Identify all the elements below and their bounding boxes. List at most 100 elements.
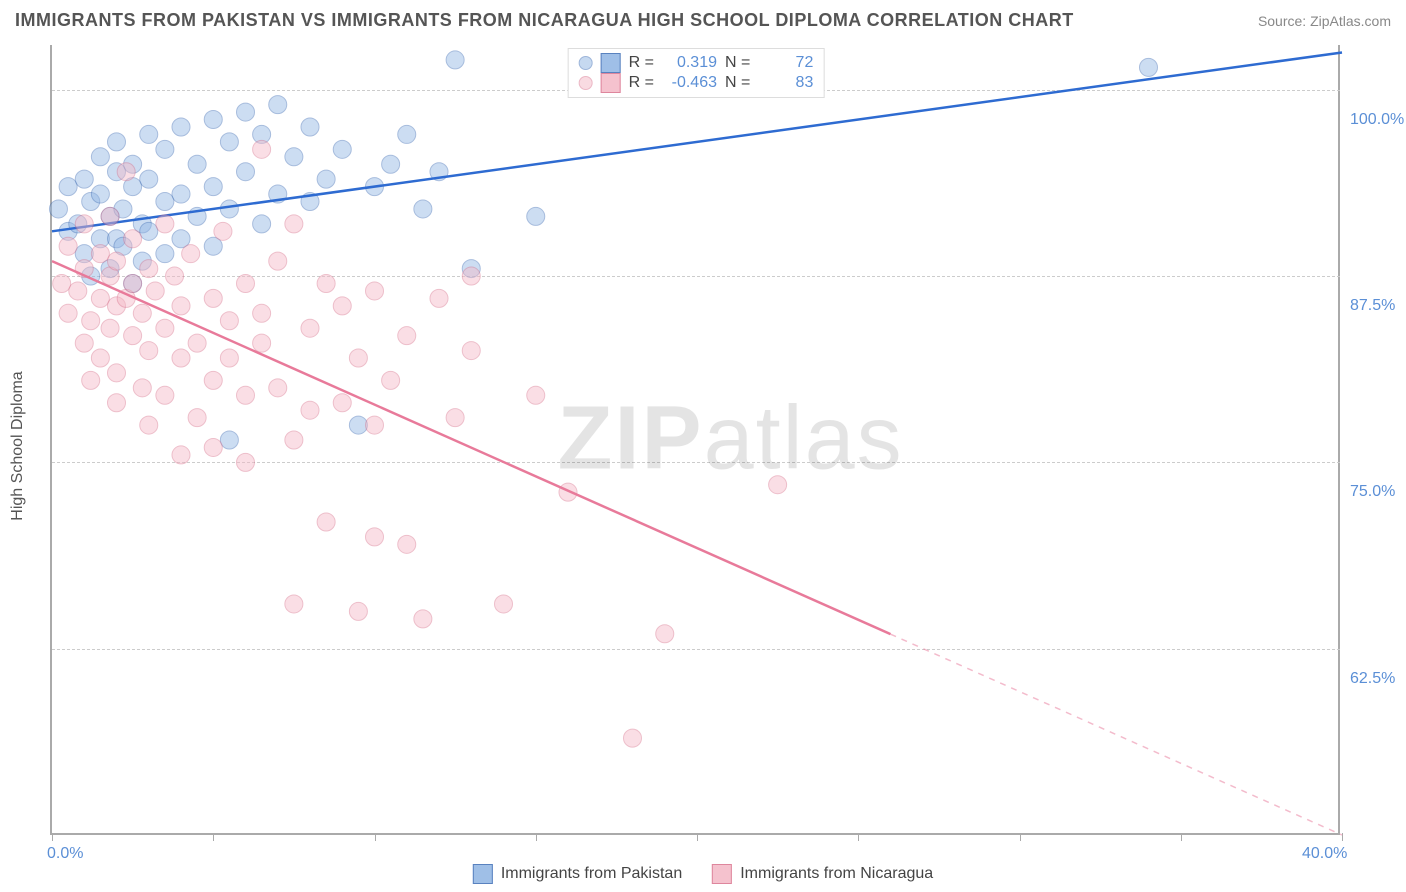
scatter-point-pakistan xyxy=(527,207,545,225)
scatter-point-nicaragua xyxy=(108,364,126,382)
scatter-point-pakistan xyxy=(220,200,238,218)
x-tick xyxy=(697,833,698,841)
scatter-point-nicaragua xyxy=(398,535,416,553)
scatter-point-nicaragua xyxy=(462,342,480,360)
scatter-point-pakistan xyxy=(140,125,158,143)
scatter-point-nicaragua xyxy=(382,371,400,389)
scatter-point-pakistan xyxy=(269,96,287,114)
scatter-point-nicaragua xyxy=(204,438,222,456)
scatter-point-pakistan xyxy=(204,111,222,129)
scatter-point-nicaragua xyxy=(220,349,238,367)
swatch-nicaragua xyxy=(712,864,732,884)
scatter-point-nicaragua xyxy=(166,267,184,285)
scatter-point-nicaragua xyxy=(317,513,335,531)
y-tick-label: 100.0% xyxy=(1350,111,1406,129)
scatter-point-nicaragua xyxy=(349,602,367,620)
scatter-point-nicaragua xyxy=(349,349,367,367)
scatter-point-nicaragua xyxy=(301,401,319,419)
chart-title: IMMIGRANTS FROM PAKISTAN VS IMMIGRANTS F… xyxy=(15,10,1074,31)
series-label-pakistan: Immigrants from Pakistan xyxy=(501,865,682,883)
scatter-point-nicaragua xyxy=(133,379,151,397)
scatter-point-pakistan xyxy=(59,178,77,196)
scatter-point-nicaragua xyxy=(333,394,351,412)
scatter-point-nicaragua xyxy=(237,274,255,292)
scatter-point-nicaragua xyxy=(237,453,255,471)
legend-row-nicaragua: R = -0.463 N = 83 xyxy=(579,73,814,93)
scatter-point-nicaragua xyxy=(204,371,222,389)
trend-line-dashed-nicaragua xyxy=(891,634,1343,835)
scatter-point-nicaragua xyxy=(59,237,77,255)
scatter-point-nicaragua xyxy=(156,215,174,233)
scatter-point-nicaragua xyxy=(285,595,303,613)
series-legend: Immigrants from Pakistan Immigrants from… xyxy=(473,864,933,884)
scatter-point-nicaragua xyxy=(214,222,232,240)
swatch-pakistan xyxy=(473,864,493,884)
scatter-point-nicaragua xyxy=(91,289,109,307)
scatter-point-nicaragua xyxy=(59,304,77,322)
scatter-point-nicaragua xyxy=(124,230,142,248)
scatter-point-nicaragua xyxy=(91,245,109,263)
scatter-point-pakistan xyxy=(301,118,319,136)
scatter-point-nicaragua xyxy=(108,252,126,270)
scatter-point-pakistan xyxy=(253,215,271,233)
scatter-point-nicaragua xyxy=(140,416,158,434)
x-tick-label: 40.0% xyxy=(1302,845,1347,863)
scatter-point-pakistan xyxy=(237,163,255,181)
scatter-point-nicaragua xyxy=(172,297,190,315)
source-label: Source: ZipAtlas.com xyxy=(1258,13,1391,29)
scatter-point-nicaragua xyxy=(366,282,384,300)
legend-row-pakistan: R = 0.319 N = 72 xyxy=(579,53,814,73)
scatter-point-pakistan xyxy=(317,170,335,188)
scatter-point-nicaragua xyxy=(156,319,174,337)
scatter-point-pakistan xyxy=(333,140,351,158)
scatter-point-nicaragua xyxy=(366,528,384,546)
scatter-point-nicaragua xyxy=(75,334,93,352)
scatter-point-nicaragua xyxy=(156,386,174,404)
legend-swatch-pakistan xyxy=(601,53,621,73)
scatter-point-nicaragua xyxy=(333,297,351,315)
scatter-point-pakistan xyxy=(75,170,93,188)
scatter-point-pakistan xyxy=(237,103,255,121)
scatter-point-nicaragua xyxy=(124,274,142,292)
scatter-point-nicaragua xyxy=(317,274,335,292)
scatter-point-nicaragua xyxy=(446,409,464,427)
y-axis-label: High School Diploma xyxy=(9,371,27,520)
scatter-point-nicaragua xyxy=(108,394,126,412)
legend-marker-pakistan xyxy=(579,56,593,70)
scatter-point-nicaragua xyxy=(124,327,142,345)
x-tick xyxy=(213,833,214,841)
scatter-point-pakistan xyxy=(49,200,67,218)
scatter-point-nicaragua xyxy=(188,334,206,352)
n-label: N = xyxy=(725,54,750,72)
scatter-point-pakistan xyxy=(382,155,400,173)
scatter-point-nicaragua xyxy=(101,207,119,225)
scatter-point-nicaragua xyxy=(75,215,93,233)
scatter-point-nicaragua xyxy=(220,312,238,330)
n-value-pakistan: 72 xyxy=(758,54,813,72)
scatter-point-nicaragua xyxy=(101,319,119,337)
scatter-point-nicaragua xyxy=(398,327,416,345)
scatter-point-nicaragua xyxy=(91,349,109,367)
scatter-point-nicaragua xyxy=(656,625,674,643)
scatter-point-nicaragua xyxy=(253,140,271,158)
scatter-point-pakistan xyxy=(172,185,190,203)
scatter-point-pakistan xyxy=(204,178,222,196)
legend-entry-pakistan: Immigrants from Pakistan xyxy=(473,864,682,884)
scatter-point-nicaragua xyxy=(285,431,303,449)
x-tick xyxy=(1020,833,1021,841)
scatter-point-nicaragua xyxy=(269,379,287,397)
plot-area: ZIPatlas R = 0.319 N = 72 R = -0.463 N =… xyxy=(50,45,1340,835)
scatter-point-pakistan xyxy=(220,133,238,151)
x-tick xyxy=(536,833,537,841)
x-tick xyxy=(1181,833,1182,841)
y-tick-label: 75.0% xyxy=(1350,483,1406,501)
scatter-point-nicaragua xyxy=(366,416,384,434)
scatter-point-nicaragua xyxy=(133,304,151,322)
scatter-point-pakistan xyxy=(414,200,432,218)
scatter-point-nicaragua xyxy=(117,163,135,181)
scatter-point-nicaragua xyxy=(253,304,271,322)
scatter-point-nicaragua xyxy=(301,319,319,337)
scatter-point-nicaragua xyxy=(495,595,513,613)
scatter-plot-svg xyxy=(52,45,1340,833)
y-tick-label: 62.5% xyxy=(1350,670,1406,688)
